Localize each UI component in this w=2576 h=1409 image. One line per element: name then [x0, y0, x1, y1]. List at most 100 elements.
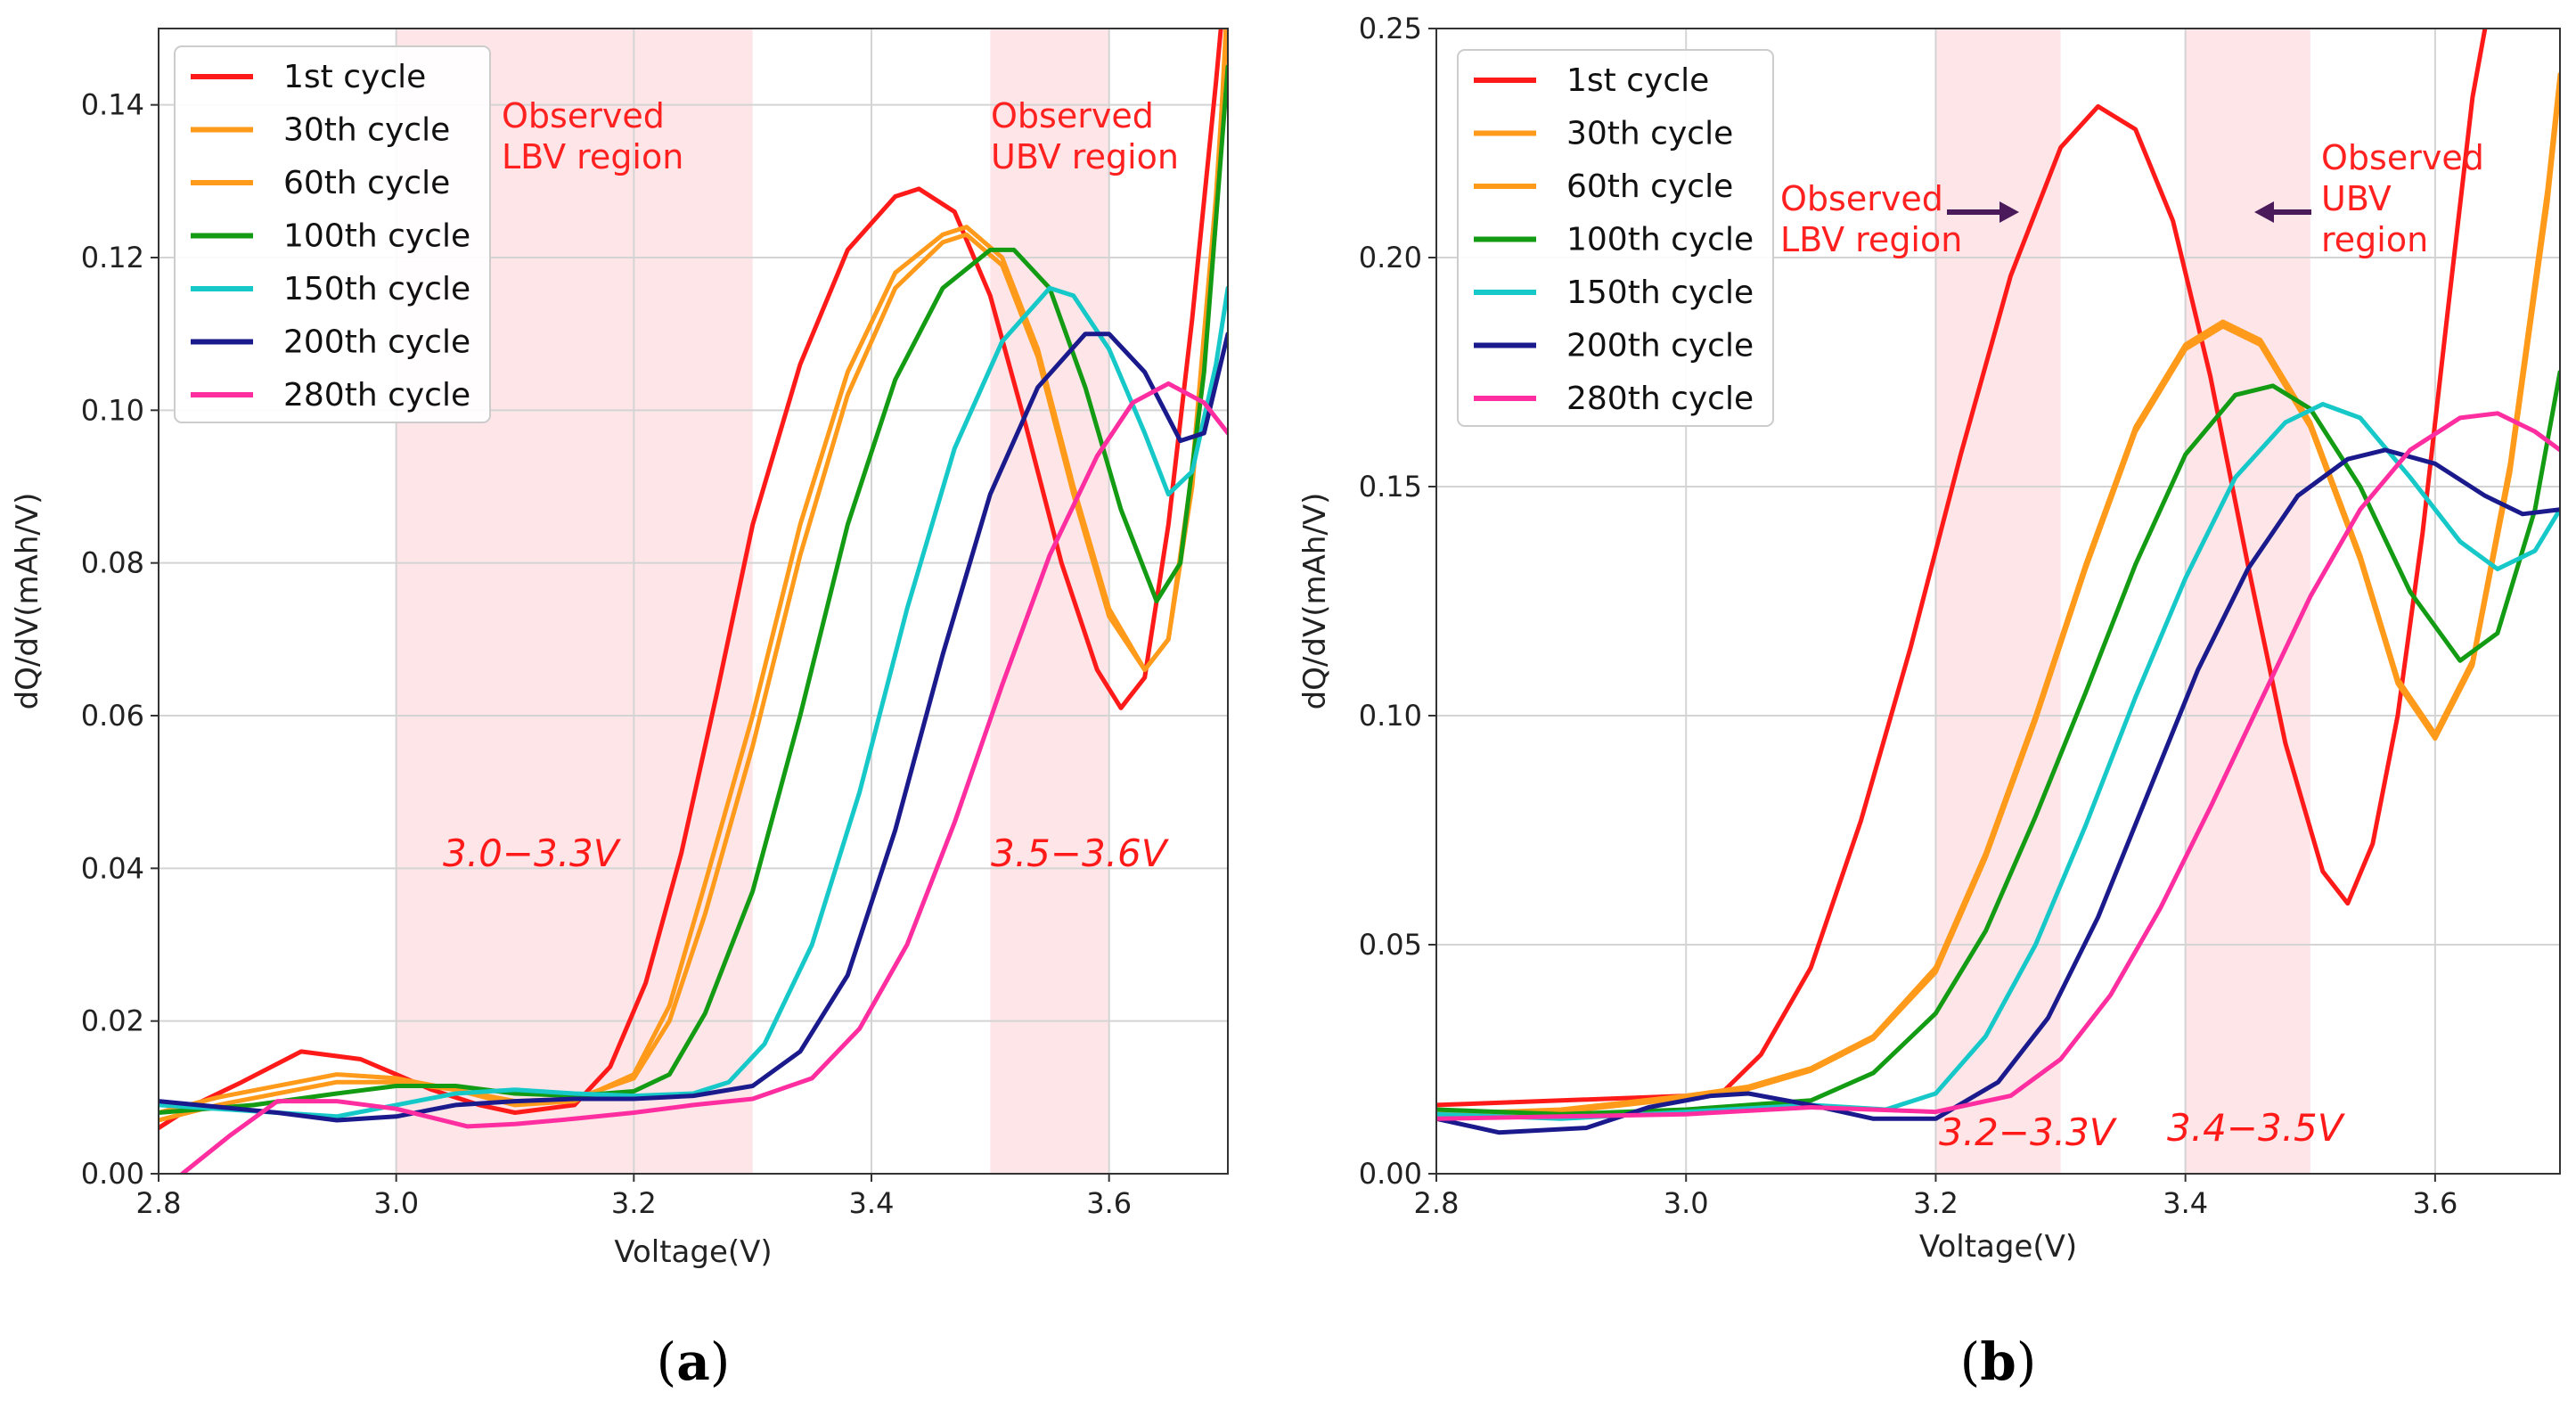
region-range-label: 3.4−3.5V	[2167, 1106, 2346, 1150]
series-line	[159, 29, 1228, 1123]
series-line	[159, 64, 1228, 1115]
series-line	[159, 332, 1228, 1123]
y-tick-label: 0.06	[81, 699, 144, 733]
y-tick-label: 0.20	[1359, 241, 1422, 274]
caption-letter: a	[676, 1331, 710, 1392]
shaded-region	[990, 29, 1109, 1174]
y-tick-label: 0.00	[1359, 1157, 1422, 1191]
series-line	[1436, 81, 2560, 1119]
series-line	[159, 285, 1228, 1119]
legend-label: 1st cycle	[283, 59, 426, 95]
series-lines	[1436, 29, 2560, 1135]
caption-open: (	[657, 1331, 677, 1392]
series-line	[1436, 29, 2488, 1108]
y-tick-label: 0.10	[81, 393, 144, 427]
x-axis-label: Voltage(V)	[614, 1234, 772, 1270]
x-tick-label: 3.2	[1913, 1186, 1959, 1220]
series-line	[1436, 411, 2560, 1121]
x-tick-label: 3.0	[1664, 1186, 1709, 1220]
series-lines	[159, 29, 1228, 1174]
arrow-head	[2254, 201, 2274, 223]
x-tick-label: 2.8	[1414, 1186, 1460, 1220]
region-label-line: UBV	[2321, 179, 2392, 218]
y-tick-label: 0.08	[81, 546, 144, 580]
x-tick-label: 3.4	[849, 1186, 895, 1220]
y-tick-label: 0.04	[81, 851, 144, 885]
region-range-label: 3.5−3.6V	[991, 831, 1170, 875]
region-range-label: 3.2−3.3V	[1939, 1110, 2118, 1154]
legend-label: 280th cycle	[283, 377, 470, 414]
shaded-regions	[396, 29, 1109, 1174]
plot-frame	[1435, 28, 2561, 1175]
legend-label: 200th cycle	[1566, 328, 1754, 365]
region-label-line: Observed	[1780, 179, 1943, 218]
shaded-region	[2185, 29, 2310, 1174]
caption-letter: b	[1980, 1331, 2016, 1392]
legend-label: 60th cycle	[283, 165, 450, 201]
series-line	[1436, 447, 2560, 1135]
arrow-head	[1999, 201, 2019, 223]
y-axis-ticks: 0.00 0.05 0.10 0.15 0.20 0.25	[1359, 12, 1436, 1191]
y-tick-label: 0.00	[81, 1157, 144, 1191]
chart-panel-a: 2.8 3.0 3.2 3.4 3.6 0.00 0.02 0.04 0.06 0.08 0.10…	[10, 28, 1229, 1392]
x-tick-label: 3.6	[1086, 1186, 1132, 1220]
region-arrows	[1947, 201, 2311, 223]
region-label-line: LBV region	[502, 137, 683, 176]
y-tick-label: 0.05	[1359, 928, 1422, 962]
legend-label: 30th cycle	[283, 112, 450, 149]
y-tick-label: 0.25	[1359, 12, 1422, 45]
region-label-line: Observed	[2321, 138, 2484, 177]
y-tick-label: 0.14	[81, 88, 144, 122]
region-label-line: region	[2321, 220, 2428, 259]
legend-label: 100th cycle	[1566, 222, 1754, 258]
region-label-line: LBV region	[1780, 220, 1962, 259]
legend-label: 150th cycle	[283, 271, 470, 307]
y-tick-label: 0.10	[1359, 699, 1422, 733]
legend-label: 280th cycle	[1566, 381, 1754, 417]
caption-open: (	[1960, 1331, 1981, 1392]
y-tick-label: 0.12	[81, 241, 144, 274]
panel-caption: (b)	[1960, 1331, 2037, 1392]
region-range-label: 3.0−3.3V	[443, 831, 622, 875]
region-label-line: UBV region	[991, 137, 1179, 176]
legend-label: 1st cycle	[1566, 62, 1709, 99]
legend-label: 100th cycle	[283, 218, 470, 255]
legend-label: 150th cycle	[1566, 274, 1754, 311]
series-line	[180, 381, 1228, 1174]
legend-box	[1457, 49, 1774, 427]
y-tick-label: 0.15	[1359, 470, 1422, 504]
chart-panel-b: 2.8 3.0 3.2 3.4 3.6 0.00 0.05 0.10 0.15 0.20 0.25…	[1297, 12, 2561, 1392]
y-axis-label: dQ/dV(mAh/V)	[1297, 493, 1333, 710]
y-axis-ticks: 0.00 0.02 0.04 0.06 0.08 0.10 0.12 0.14	[81, 88, 159, 1191]
region-label: Observed LBV region	[502, 96, 683, 176]
x-tick-label: 3.2	[611, 1186, 657, 1220]
legend-box	[174, 45, 491, 423]
legend-label: 30th cycle	[1566, 116, 1733, 152]
caption-close: )	[2016, 1331, 2037, 1392]
region-label-line: Observed	[991, 96, 1154, 135]
x-axis-ticks: 2.8 3.0 3.2 3.4 3.6	[136, 1174, 1132, 1220]
region-label: Observed LBV region	[1780, 179, 1962, 259]
y-axis-label: dQ/dV(mAh/V)	[10, 493, 45, 710]
x-tick-label: 3.4	[2163, 1186, 2208, 1220]
x-axis-label: Voltage(V)	[1919, 1229, 2077, 1265]
legend-label: 60th cycle	[1566, 168, 1733, 205]
plot-frame	[158, 28, 1229, 1175]
legend: 1st cycle 30th cycle 60th cycle 100th cycle…	[1457, 49, 1774, 427]
region-label: Observed UBV region	[991, 96, 1179, 176]
legend: 1st cycle 30th cycle 60th cycle 100th cycle…	[174, 45, 491, 423]
legend-label: 200th cycle	[283, 324, 470, 361]
region-label: Observed UBV region	[2321, 138, 2484, 259]
x-tick-label: 3.0	[373, 1186, 419, 1220]
x-tick-label: 3.6	[2412, 1186, 2457, 1220]
panel-caption: (a)	[657, 1331, 731, 1392]
y-tick-label: 0.02	[81, 1004, 144, 1038]
series-line	[1436, 370, 2560, 1117]
caption-close: )	[710, 1331, 731, 1392]
x-tick-label: 2.8	[136, 1186, 182, 1220]
series-line	[159, 29, 1223, 1131]
